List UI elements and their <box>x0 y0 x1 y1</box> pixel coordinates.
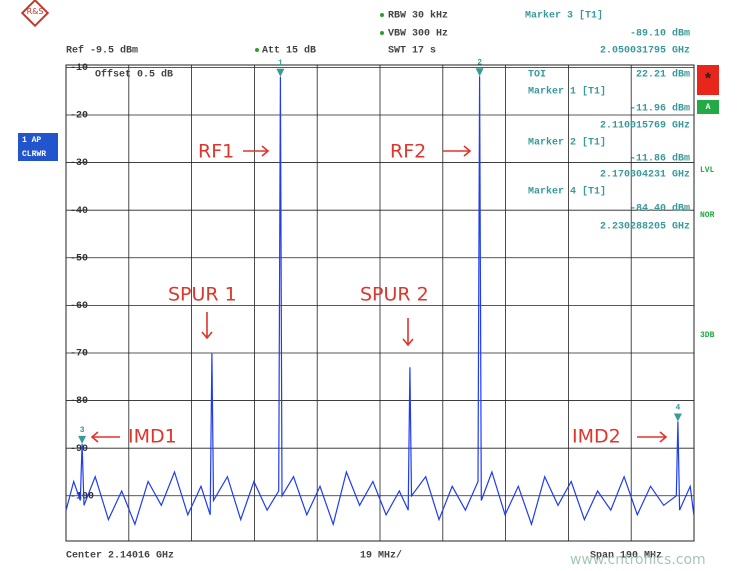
a-indicator: A <box>706 103 711 112</box>
y-tick-label: -40 <box>70 206 88 217</box>
division: 19 MHz/ <box>360 550 402 562</box>
readout-title: TOI <box>528 70 546 81</box>
y-tick-label: -90 <box>70 444 88 455</box>
annotation: IMD2 <box>572 426 621 448</box>
readout-frequency: 2.110015769 GHz <box>600 121 690 132</box>
offset: Offset 0.5 dB <box>95 69 173 81</box>
y-tick-label: -50 <box>70 253 88 264</box>
y-tick-label: -100 <box>70 491 94 502</box>
swt: SWT 17 s <box>388 46 436 57</box>
span: Span 190 MHz <box>590 551 662 562</box>
svg-text:R&S: R&S <box>27 7 44 16</box>
trace-detector: CLRWR <box>22 150 46 159</box>
readout-frequency: 2.170304231 GHz <box>600 170 690 181</box>
marker-label: 2 <box>477 58 482 67</box>
marker-label: 3 <box>80 426 85 435</box>
annotation: RF2 <box>390 141 426 163</box>
readout-level: -89.10 dBm <box>630 28 690 40</box>
db-indicator: 3DB <box>700 331 715 340</box>
readout-level: 22.21 dBm <box>636 69 690 81</box>
vertical-grid <box>128 65 632 541</box>
annotations: RF1 RF2 SPUR 1 SPUR 2 IMD1 IMD2 <box>90 141 668 448</box>
marker-triangle <box>78 435 87 444</box>
center-frequency: Center 2.14016 GHz <box>66 551 174 562</box>
marker-triangle <box>276 68 285 77</box>
trace-mode: 1 AP <box>22 136 41 145</box>
star-indicator: * <box>703 71 713 89</box>
annotation: SPUR 2 <box>360 284 429 306</box>
side-labels: 1 AP CLRWR * A LVL NOR 3DB <box>18 65 719 340</box>
watermark: www.cntronics.com <box>570 552 706 568</box>
annotation: SPUR 1 <box>168 284 237 306</box>
readout-level: -11.96 dBm <box>630 103 690 115</box>
nor-indicator: NOR <box>700 211 715 220</box>
marker-readouts: Marker 3 [T1] -89.10 dBm 2.050031795 GHz… <box>525 10 690 233</box>
readout-title: Marker 4 [T1] <box>528 186 606 198</box>
attenuation: Att 15 dB <box>262 45 316 57</box>
y-tick-label: -10 <box>70 63 88 74</box>
ref-level: Ref -9.5 dBm <box>66 45 138 57</box>
readout-frequency: 2.230288205 GHz <box>600 222 690 233</box>
y-tick-label: -60 <box>70 301 88 312</box>
y-tick-label: -70 <box>70 349 88 360</box>
rbw: RBW 30 kHz <box>388 10 448 22</box>
readout-title: Marker 3 [T1] <box>525 10 603 22</box>
y-tick-label: -30 <box>70 158 88 169</box>
plot: -10 -20 -30 -40 -50 -60 -70 -80 -90 -100 3 1 2 4 <box>65 58 695 527</box>
annotation: RF1 <box>198 141 234 163</box>
annotation: IMD1 <box>128 426 177 448</box>
readout-title: Marker 2 [T1] <box>528 137 606 149</box>
readout-frequency: 2.050031795 GHz <box>600 46 690 57</box>
logo: R&S <box>20 0 50 28</box>
readout-level: -11.86 dBm <box>630 153 690 165</box>
marker-triangle <box>475 68 484 77</box>
y-tick-label: -80 <box>70 396 88 407</box>
marker-triangle <box>673 413 682 422</box>
trace <box>65 76 695 527</box>
marker-label: 1 <box>278 59 283 68</box>
marker-label: 4 <box>675 404 680 413</box>
y-tick-label: -20 <box>70 111 88 122</box>
readout-title: Marker 1 [T1] <box>528 86 606 98</box>
readout-level: -84.40 dBm <box>630 203 690 215</box>
lvl-indicator: LVL <box>700 166 715 175</box>
vbw: VBW 300 Hz <box>388 29 448 40</box>
